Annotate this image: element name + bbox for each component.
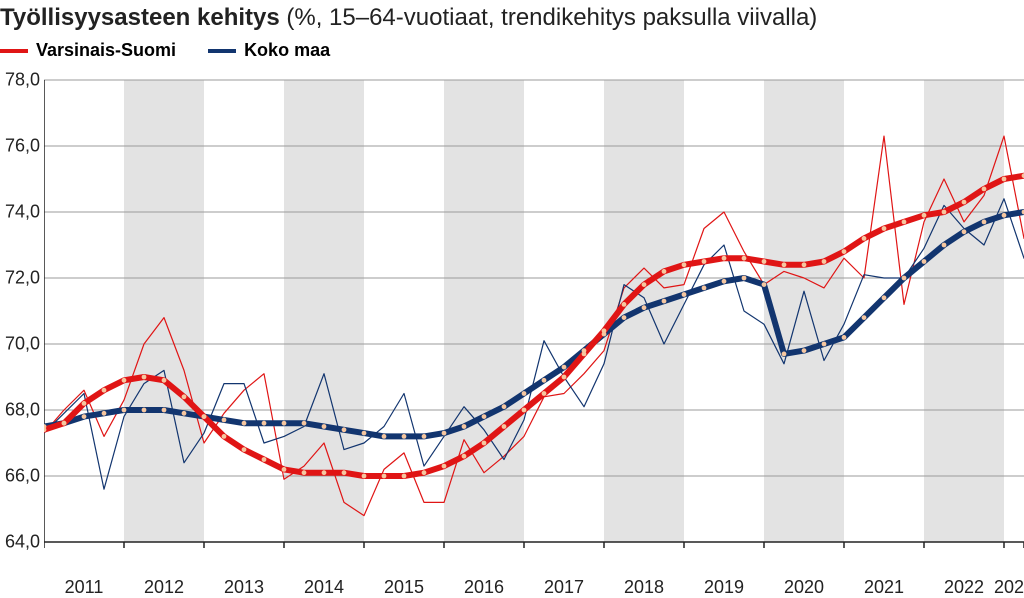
y-tick-label: 78,0 bbox=[5, 70, 40, 91]
y-tick-label: 68,0 bbox=[5, 400, 40, 421]
legend: Varsinais-Suomi Koko maa bbox=[0, 40, 330, 61]
x-tick-label: 2021 bbox=[864, 577, 904, 598]
x-tick-label: 2019 bbox=[704, 577, 744, 598]
plot-area: 64,0 66,0 68,0 70,0 72,0 74,0 76,0 78,0 2011 201… bbox=[0, 72, 1024, 598]
y-tick-label: 74,0 bbox=[5, 202, 40, 223]
x-tick-label: 2015 bbox=[384, 577, 424, 598]
chart-title-subtitle: (%, 15–64-vuotiaat, trendikehitys paksul… bbox=[280, 4, 818, 31]
x-tick-marks bbox=[44, 542, 1024, 548]
x-tick-label: 2023 bbox=[994, 577, 1024, 598]
y-tick-label: 76,0 bbox=[5, 136, 40, 157]
legend-swatch-km bbox=[208, 49, 236, 53]
x-tick-label: 2017 bbox=[544, 577, 584, 598]
chart-container: Työllisyysasteen kehitys (%, 15–64-vuoti… bbox=[0, 0, 1024, 598]
legend-item-km: Koko maa bbox=[208, 40, 330, 61]
y-tick-label: 64,0 bbox=[5, 532, 40, 553]
x-tick-label: 2016 bbox=[464, 577, 504, 598]
chart-title-bold: Työllisyysasteen kehitys bbox=[0, 4, 280, 31]
legend-item-vs: Varsinais-Suomi bbox=[0, 40, 176, 61]
y-tick-label: 70,0 bbox=[5, 334, 40, 355]
x-tick-label: 2014 bbox=[304, 577, 344, 598]
x-tick-label: 2013 bbox=[224, 577, 264, 598]
x-tick-label: 2020 bbox=[784, 577, 824, 598]
legend-label-vs: Varsinais-Suomi bbox=[36, 40, 176, 61]
chart-title: Työllisyysasteen kehitys (%, 15–64-vuoti… bbox=[0, 4, 817, 32]
y-tick-label: 66,0 bbox=[5, 466, 40, 487]
legend-swatch-vs bbox=[0, 49, 28, 53]
plot-svg bbox=[44, 72, 1024, 572]
x-tick-label: 2012 bbox=[144, 577, 184, 598]
y-tick-label: 72,0 bbox=[5, 268, 40, 289]
x-tick-label: 2022 bbox=[944, 577, 984, 598]
x-tick-label: 2011 bbox=[65, 577, 104, 598]
x-tick-label: 2018 bbox=[624, 577, 664, 598]
legend-label-km: Koko maa bbox=[244, 40, 330, 61]
